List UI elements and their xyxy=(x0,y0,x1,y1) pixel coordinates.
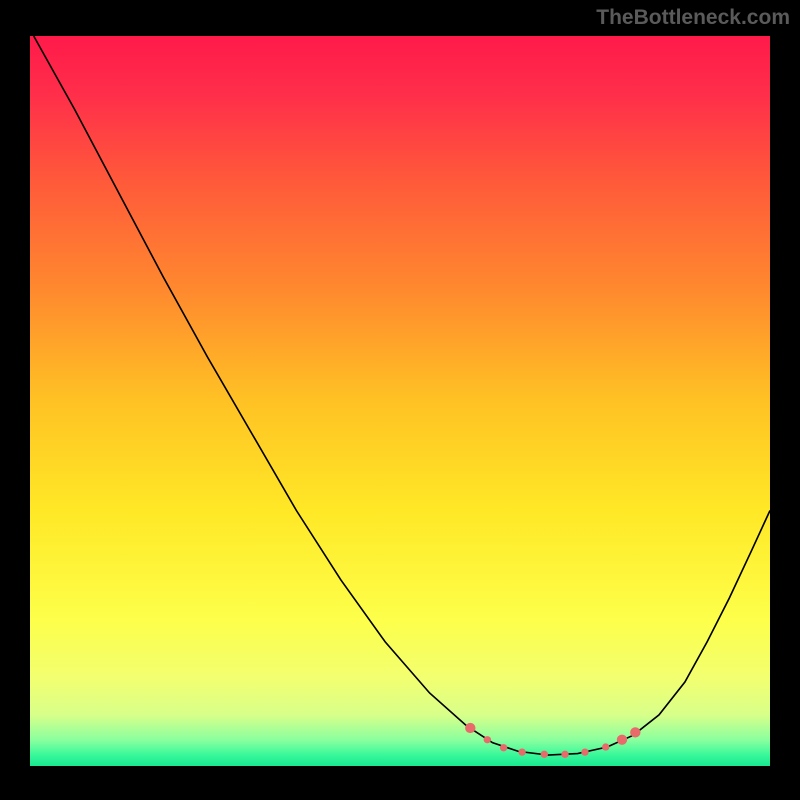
curve-marker xyxy=(617,735,627,745)
curve-marker xyxy=(581,748,588,755)
curve-line xyxy=(34,36,770,755)
curve-marker xyxy=(465,723,475,733)
curve-marker xyxy=(484,736,491,743)
curve-marker xyxy=(500,744,507,751)
curve-marker xyxy=(518,748,525,755)
bottleneck-curve xyxy=(30,36,770,766)
curve-marker xyxy=(602,743,609,750)
curve-marker xyxy=(561,751,568,758)
plot-area xyxy=(30,36,770,766)
curve-marker xyxy=(630,727,640,737)
curve-marker xyxy=(541,751,548,758)
curve-markers xyxy=(465,723,640,758)
watermark-text: TheBottleneck.com xyxy=(596,6,790,30)
